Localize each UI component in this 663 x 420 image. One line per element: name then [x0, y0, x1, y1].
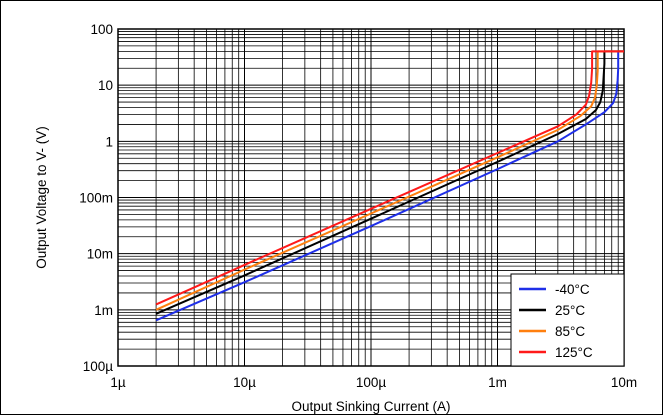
- legend-label: 125°C: [555, 345, 593, 360]
- x-tick-label: 1µ: [110, 375, 126, 390]
- series-line: [155, 50, 624, 311]
- x-axis-label: Output Sinking Current (A): [291, 399, 450, 414]
- y-axis-label: Output Voltage to V- (V): [34, 126, 49, 269]
- legend-label: 25°C: [555, 303, 585, 318]
- y-tick-label: 1m: [94, 303, 113, 318]
- series-group: [155, 50, 624, 322]
- y-tick-label: 100µ: [83, 359, 114, 374]
- plot-area-border: [117, 28, 625, 367]
- x-tick-label: 1m: [488, 375, 507, 390]
- y-tick-label: 10m: [87, 247, 113, 262]
- legend-label: -40°C: [555, 282, 590, 297]
- legend: -40°C 25°C 85°C 125°C: [510, 273, 625, 367]
- y-tick-label: 100m: [79, 191, 113, 206]
- y-tick-label: 1: [105, 134, 113, 149]
- x-tick-label: 10m: [611, 375, 637, 390]
- series-line: [155, 50, 624, 322]
- series-line: [155, 50, 624, 315]
- x-tick-label: 10µ: [233, 375, 256, 390]
- x-tick-label: 100µ: [356, 375, 387, 390]
- series-line: [155, 50, 624, 306]
- legend-label: 85°C: [555, 324, 585, 339]
- y-tick-label: 100: [90, 22, 113, 37]
- tick-labels: 1µ 10µ 100µ 1m 10m 100µ 1m 10m 100m 1 10 100: [79, 22, 637, 390]
- y-tick-label: 10: [98, 78, 113, 93]
